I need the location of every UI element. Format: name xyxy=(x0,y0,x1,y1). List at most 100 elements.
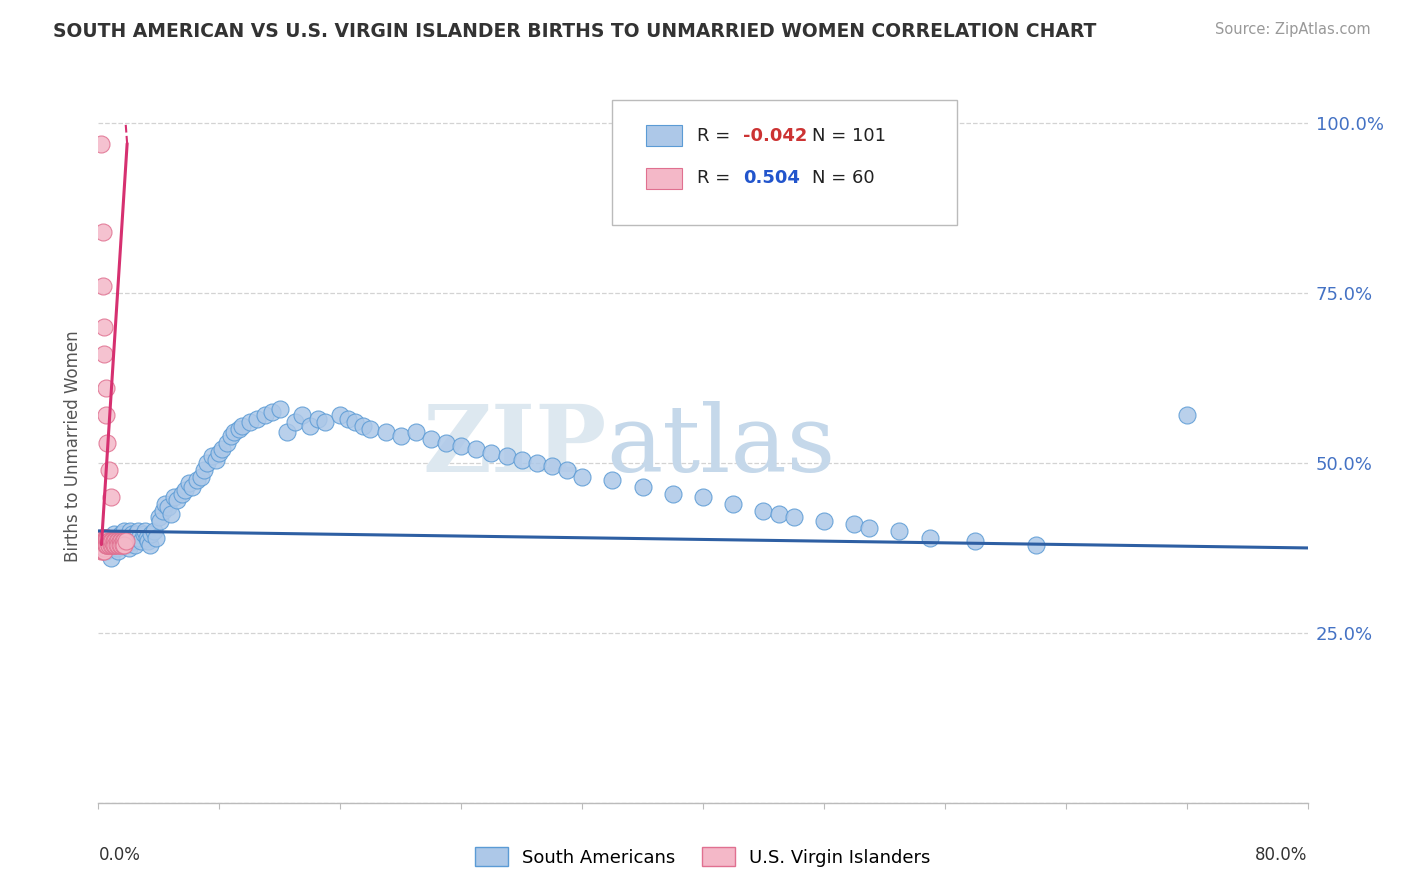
Point xyxy=(94,409,117,423)
Point xyxy=(101,537,124,551)
Point xyxy=(253,409,276,423)
Point xyxy=(94,534,117,549)
Point xyxy=(465,442,488,457)
Point xyxy=(352,418,374,433)
Point xyxy=(105,541,128,555)
Point xyxy=(91,279,114,293)
Point xyxy=(1024,537,1046,551)
Point xyxy=(132,527,155,541)
Point xyxy=(405,425,427,440)
Point xyxy=(103,537,125,551)
Point xyxy=(114,534,136,549)
Point xyxy=(103,534,125,549)
Legend: South Americans, U.S. Virgin Islanders: South Americans, U.S. Virgin Islanders xyxy=(468,840,938,874)
Point xyxy=(94,381,117,395)
Point xyxy=(166,493,188,508)
Point xyxy=(104,534,127,549)
Point xyxy=(125,527,148,541)
Point xyxy=(526,456,548,470)
Point xyxy=(495,449,517,463)
Point xyxy=(96,531,118,545)
Point xyxy=(134,524,156,538)
Point xyxy=(420,432,443,446)
Point xyxy=(98,534,121,549)
Point xyxy=(112,534,135,549)
Point xyxy=(96,435,118,450)
Point xyxy=(100,534,122,549)
Point xyxy=(307,412,329,426)
Point xyxy=(602,473,624,487)
Point xyxy=(208,446,231,460)
Text: ZIP: ZIP xyxy=(422,401,606,491)
Point xyxy=(136,534,159,549)
Point xyxy=(94,534,117,549)
Point xyxy=(94,531,117,545)
Point xyxy=(768,507,790,521)
Point xyxy=(98,537,121,551)
Point xyxy=(103,527,125,541)
Text: N = 60: N = 60 xyxy=(811,169,875,187)
Point xyxy=(107,537,129,551)
Point xyxy=(124,537,146,551)
Text: N = 101: N = 101 xyxy=(811,127,886,145)
FancyBboxPatch shape xyxy=(647,168,682,189)
Point xyxy=(93,534,115,549)
Point xyxy=(205,452,228,467)
Point xyxy=(121,527,143,541)
Point xyxy=(91,537,114,551)
Point xyxy=(141,527,163,541)
Point xyxy=(105,537,128,551)
Point xyxy=(262,405,284,419)
Point xyxy=(858,520,880,534)
Text: Source: ZipAtlas.com: Source: ZipAtlas.com xyxy=(1215,22,1371,37)
Point xyxy=(91,531,114,545)
Point xyxy=(96,534,118,549)
Point xyxy=(139,537,162,551)
Text: R =: R = xyxy=(697,169,742,187)
Point xyxy=(96,537,118,551)
Point xyxy=(90,531,112,545)
Point xyxy=(723,497,745,511)
Point xyxy=(170,486,193,500)
Point xyxy=(179,476,201,491)
Point xyxy=(143,524,166,538)
Text: 0.0%: 0.0% xyxy=(98,846,141,863)
Text: atlas: atlas xyxy=(606,401,835,491)
Point xyxy=(111,534,134,549)
Point xyxy=(118,531,141,545)
Point xyxy=(291,409,314,423)
Point xyxy=(118,541,141,555)
Point xyxy=(889,524,911,538)
Point xyxy=(107,544,129,558)
FancyBboxPatch shape xyxy=(613,100,957,225)
Point xyxy=(246,412,269,426)
Point xyxy=(112,524,135,538)
Point xyxy=(129,534,152,549)
Point xyxy=(91,531,114,545)
Point xyxy=(98,534,121,549)
Point xyxy=(93,541,115,555)
Point xyxy=(173,483,195,498)
Text: SOUTH AMERICAN VS U.S. VIRGIN ISLANDER BIRTHS TO UNMARRIED WOMEN CORRELATION CHA: SOUTH AMERICAN VS U.S. VIRGIN ISLANDER B… xyxy=(53,22,1097,41)
Point xyxy=(93,544,115,558)
Point xyxy=(228,422,250,436)
Point xyxy=(100,490,122,504)
Point xyxy=(98,537,121,551)
Point xyxy=(224,425,246,440)
Point xyxy=(360,422,382,436)
Point xyxy=(153,497,176,511)
Point xyxy=(510,452,533,467)
Point xyxy=(105,534,128,549)
Point xyxy=(101,534,124,549)
FancyBboxPatch shape xyxy=(647,125,682,146)
Point xyxy=(752,503,775,517)
Point xyxy=(114,537,136,551)
Point xyxy=(555,463,578,477)
Text: -0.042: -0.042 xyxy=(742,127,807,145)
Point xyxy=(344,415,367,429)
Point xyxy=(100,537,122,551)
Point xyxy=(844,517,866,532)
Point xyxy=(389,429,412,443)
Point xyxy=(94,537,117,551)
Point xyxy=(93,347,115,361)
